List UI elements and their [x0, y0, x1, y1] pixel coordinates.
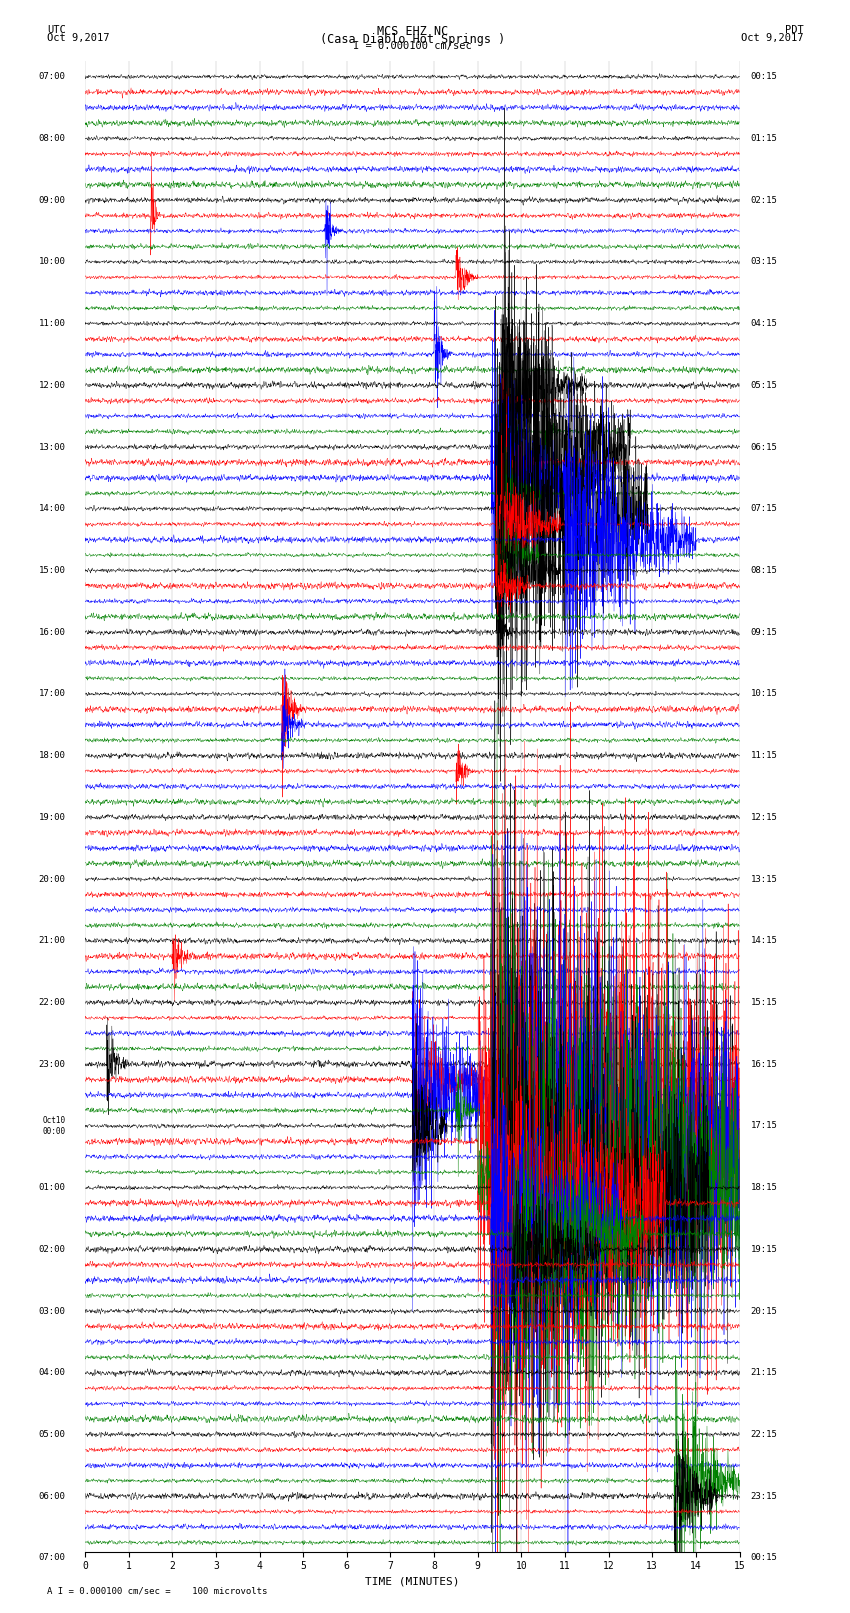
Text: 00:15: 00:15: [751, 1553, 777, 1563]
Text: 21:00: 21:00: [38, 936, 65, 945]
Text: MCS EHZ NC: MCS EHZ NC: [377, 24, 448, 39]
Text: 10:15: 10:15: [751, 689, 777, 698]
Text: PDT: PDT: [785, 24, 803, 35]
Text: 13:00: 13:00: [38, 442, 65, 452]
Text: 18:00: 18:00: [38, 752, 65, 760]
Text: 00:15: 00:15: [751, 73, 777, 81]
Text: Oct 9,2017: Oct 9,2017: [47, 32, 110, 44]
Text: 01:15: 01:15: [751, 134, 777, 144]
Text: UTC: UTC: [47, 24, 65, 35]
Text: Oct 9,2017: Oct 9,2017: [740, 32, 803, 44]
Text: 19:15: 19:15: [751, 1245, 777, 1253]
Text: 10:00: 10:00: [38, 258, 65, 266]
Text: 22:00: 22:00: [38, 998, 65, 1007]
Text: 07:00: 07:00: [38, 73, 65, 81]
Text: 22:15: 22:15: [751, 1431, 777, 1439]
Text: 13:15: 13:15: [751, 874, 777, 884]
Text: 14:15: 14:15: [751, 936, 777, 945]
Text: 02:15: 02:15: [751, 195, 777, 205]
Text: 05:15: 05:15: [751, 381, 777, 390]
Text: A I = 0.000100 cm/sec =    100 microvolts: A I = 0.000100 cm/sec = 100 microvolts: [47, 1586, 267, 1595]
Text: 04:15: 04:15: [751, 319, 777, 327]
Text: I = 0.000100 cm/sec: I = 0.000100 cm/sec: [353, 40, 472, 50]
Text: 21:15: 21:15: [751, 1368, 777, 1378]
Text: 07:00: 07:00: [38, 1553, 65, 1563]
Text: 02:00: 02:00: [38, 1245, 65, 1253]
Text: 15:15: 15:15: [751, 998, 777, 1007]
Text: 12:15: 12:15: [751, 813, 777, 821]
Text: 08:00: 08:00: [38, 134, 65, 144]
Text: 18:15: 18:15: [751, 1182, 777, 1192]
Text: 23:00: 23:00: [38, 1060, 65, 1069]
Text: 17:15: 17:15: [751, 1121, 777, 1131]
Text: 11:15: 11:15: [751, 752, 777, 760]
Text: 20:00: 20:00: [38, 874, 65, 884]
Text: 15:00: 15:00: [38, 566, 65, 574]
Text: 04:00: 04:00: [38, 1368, 65, 1378]
Text: 11:00: 11:00: [38, 319, 65, 327]
Text: 20:15: 20:15: [751, 1307, 777, 1316]
Text: 16:00: 16:00: [38, 627, 65, 637]
Text: 09:15: 09:15: [751, 627, 777, 637]
Text: 05:00: 05:00: [38, 1431, 65, 1439]
Text: 01:00: 01:00: [38, 1182, 65, 1192]
Text: Oct10
00:00: Oct10 00:00: [42, 1116, 65, 1136]
Text: 14:00: 14:00: [38, 505, 65, 513]
X-axis label: TIME (MINUTES): TIME (MINUTES): [365, 1578, 460, 1587]
Text: 17:00: 17:00: [38, 689, 65, 698]
Text: (Casa Diablo Hot Springs ): (Casa Diablo Hot Springs ): [320, 32, 505, 47]
Text: 23:15: 23:15: [751, 1492, 777, 1500]
Text: 09:00: 09:00: [38, 195, 65, 205]
Text: 12:00: 12:00: [38, 381, 65, 390]
Text: 03:15: 03:15: [751, 258, 777, 266]
Text: 07:15: 07:15: [751, 505, 777, 513]
Text: 03:00: 03:00: [38, 1307, 65, 1316]
Text: 19:00: 19:00: [38, 813, 65, 821]
Text: 16:15: 16:15: [751, 1060, 777, 1069]
Text: 06:00: 06:00: [38, 1492, 65, 1500]
Text: 06:15: 06:15: [751, 442, 777, 452]
Text: 08:15: 08:15: [751, 566, 777, 574]
